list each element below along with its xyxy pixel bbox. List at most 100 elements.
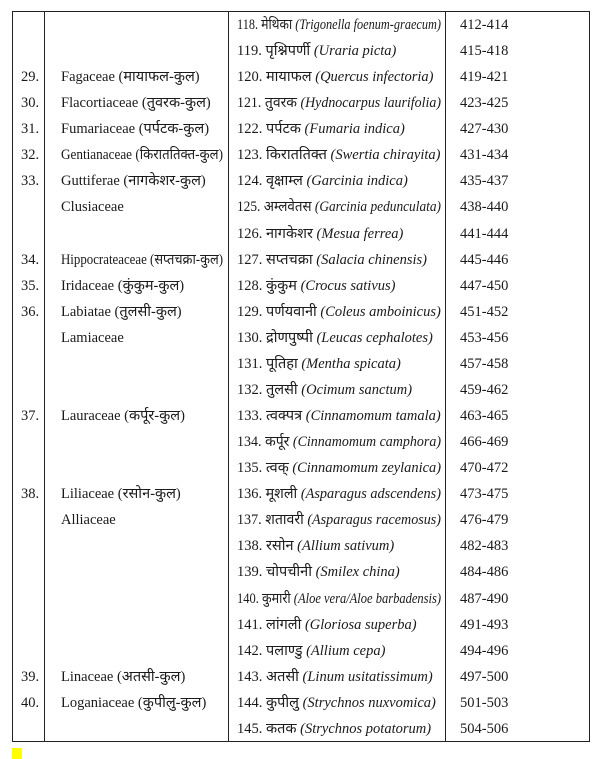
family-number-cell — [21, 194, 41, 220]
family-number-cell — [21, 638, 41, 664]
entry-number: 142. — [237, 642, 263, 659]
hindi-name: किराततिक्त — [266, 147, 327, 164]
family-number-cell — [21, 716, 41, 742]
table-row: 37. Lauraceae (कर्पूर-कुल) 133. त्वक्पत्र … — [13, 403, 589, 429]
hindi-name: मूशली — [265, 486, 298, 503]
page-range-cell: 431-434 — [460, 142, 580, 168]
family-name-cell: Clusiaceae — [61, 194, 223, 220]
entry-number: 132. — [237, 381, 263, 398]
latin-name: (Trigonella foenum-graecum) — [295, 17, 441, 33]
hindi-name: कुमारी — [262, 590, 291, 607]
page-range-cell: 415-418 — [460, 38, 580, 64]
page-range: 427-430 — [460, 121, 509, 138]
entry-number: 124. — [237, 173, 263, 190]
plant-entry-cell: 129. पर्णयवानी (Coleus amboinicus) — [237, 299, 441, 325]
family-name-cell: Linaceae (अतसी-कुल) — [61, 664, 223, 690]
page-range: 466-469 — [460, 434, 509, 451]
family-name-cell: Fumariaceae (पर्पटक-कुल) — [61, 116, 223, 142]
entry-number: 137. — [237, 512, 262, 529]
family-number: 33. — [21, 173, 40, 190]
hindi-name: अतसी — [266, 668, 299, 685]
hindi-name: अम्लवेतस — [263, 199, 312, 216]
family-name: Linaceae (अतसी-कुल) — [61, 668, 186, 685]
plant-entry: 142. पलाण्डु (Allium cepa) — [237, 638, 385, 664]
entry-number: 125. — [237, 199, 261, 216]
plant-entry-cell: 128. कुंकुम (Crocus sativus) — [237, 273, 441, 299]
table-row: 39. Linaceae (अतसी-कुल) 143. अतसी (Linum u… — [13, 664, 589, 690]
table-row: 30. Flacortiaceae (तुवरक-कुल) 121. तुवरक (… — [13, 90, 589, 116]
family-number-cell: 39. — [21, 664, 41, 690]
table-row: 119. पृश्निपर्णी (Uraria picta) 415-418 — [13, 38, 589, 64]
plant-entry-cell: 142. पलाण्डु (Allium cepa) — [237, 638, 441, 664]
latin-name: (Swertia chirayita) — [330, 147, 441, 164]
page-range-cell: 494-496 — [460, 638, 580, 664]
table-row: 134. कर्पूर (Cinnamomum camphora) 466-469 — [13, 429, 589, 455]
plant-entry: 138. रसोन (Allium sativum) — [237, 533, 394, 559]
latin-name: (Aloe vera/Aloe barbadensis) — [293, 590, 441, 607]
family-number: 34. — [21, 251, 40, 268]
plant-entry-cell: 126. नागकेशर (Mesua ferrea) — [237, 221, 441, 247]
table-row: 142. पलाण्डु (Allium cepa) 494-496 — [13, 638, 589, 664]
index-table: 118. मेथिका (Trigonella foenum-graecum) 4… — [12, 11, 590, 742]
page-range: 459-462 — [460, 381, 509, 398]
table-row: 141. लांगली (Gloriosa superba) 491-493 — [13, 612, 589, 638]
family-name: Alliaceae — [61, 512, 116, 529]
plant-entry-cell: 135. त्वक् (Cinnamomum zeylanica) — [237, 455, 441, 481]
plant-entry: 136. मूशली (Asparagus adscendens) — [237, 481, 441, 507]
family-name: Gentianaceae (किराततिक्त-कुल) — [61, 147, 223, 164]
plant-entry-cell: 140. कुमारी (Aloe vera/Aloe barbadensis) — [237, 586, 441, 612]
family-name-cell — [61, 612, 223, 638]
plant-entry: 143. अतसी (Linum usitatissimum) — [237, 664, 433, 690]
entry-number: 131. — [237, 355, 263, 372]
plant-entry-cell: 130. द्रोणपुष्पी (Leucas cephalotes) — [237, 325, 441, 351]
page-range-cell: 463-465 — [460, 403, 580, 429]
entry-number: 141. — [237, 616, 263, 633]
family-number-cell: 38. — [21, 481, 41, 507]
hindi-name: लांगली — [266, 616, 302, 633]
family-name: Fagaceae (मायाफल-कुल) — [61, 69, 200, 86]
page-range: 451-452 — [460, 303, 509, 320]
table-row: 118. मेथिका (Trigonella foenum-graecum) 4… — [13, 12, 589, 38]
hindi-name: वृक्षाम्ल — [266, 173, 303, 190]
page-range-cell: 476-479 — [460, 507, 580, 533]
hindi-name: द्रोणपुष्पी — [266, 329, 313, 346]
latin-name: (Allium cepa) — [306, 642, 386, 659]
page-range-cell: 482-483 — [460, 533, 580, 559]
table-row: 34. Hippocrateaceae (सप्तचक्रा-कुल) 127. स… — [13, 247, 589, 273]
family-name-cell — [61, 12, 223, 38]
table-row: 31. Fumariaceae (पर्पटक-कुल) 122. पर्पटक (… — [13, 116, 589, 142]
plant-entry: 122. पर्पटक (Fumaria indica) — [237, 116, 405, 142]
family-name-cell: Guttiferae (नागकेशर-कुल) — [61, 168, 223, 194]
table-row: 38. Liliaceae (रसोन-कुल) 136. मूशली (Aspar… — [13, 481, 589, 507]
latin-name: (Asparagus racemosus) — [307, 512, 441, 529]
family-number-cell — [21, 612, 41, 638]
latin-name: (Asparagus adscendens) — [300, 486, 441, 503]
plant-entry-cell: 143. अतसी (Linum usitatissimum) — [237, 664, 441, 690]
hindi-name: कर्पूर — [264, 434, 290, 451]
page-range: 501-503 — [460, 694, 509, 711]
latin-name: (Quercus infectoria) — [315, 69, 434, 86]
table-row: 126. नागकेशर (Mesua ferrea) 441-444 — [13, 221, 589, 247]
table-row: Alliaceae 137. शतावरी (Asparagus racemosu… — [13, 507, 589, 533]
family-number-cell — [21, 325, 41, 351]
family-number: 32. — [21, 147, 40, 164]
table-row: 139. चोपचीनी (Smilex china) 484-486 — [13, 559, 589, 585]
entry-number: 143. — [237, 668, 263, 685]
page-range: 431-434 — [460, 147, 509, 164]
latin-name: (Strychnos nuxvomica) — [302, 694, 436, 711]
table-row: 138. रसोन (Allium sativum) 482-483 — [13, 533, 589, 559]
page-range: 441-444 — [460, 225, 509, 242]
table-row: 145. कतक (Strychnos potatorum) 504-506 — [13, 716, 589, 742]
latin-name: (Hydnocarpus laurifolia) — [300, 95, 441, 112]
plant-entry: 141. लांगली (Gloriosa superba) — [237, 612, 417, 638]
entry-number: 133. — [237, 408, 263, 425]
page-range: 470-472 — [460, 460, 509, 477]
plant-entry: 131. पूतिहा (Mentha spicata) — [237, 351, 401, 377]
family-name: Lamiaceae — [61, 329, 124, 346]
entry-number: 126. — [237, 225, 263, 242]
family-name: Lauraceae (कर्पूर-कुल) — [61, 408, 185, 425]
entry-number: 134. — [237, 434, 262, 451]
hindi-name: पर्णयवानी — [266, 303, 317, 320]
plant-entry-cell: 139. चोपचीनी (Smilex china) — [237, 559, 441, 585]
page-range: 423-425 — [460, 95, 509, 112]
